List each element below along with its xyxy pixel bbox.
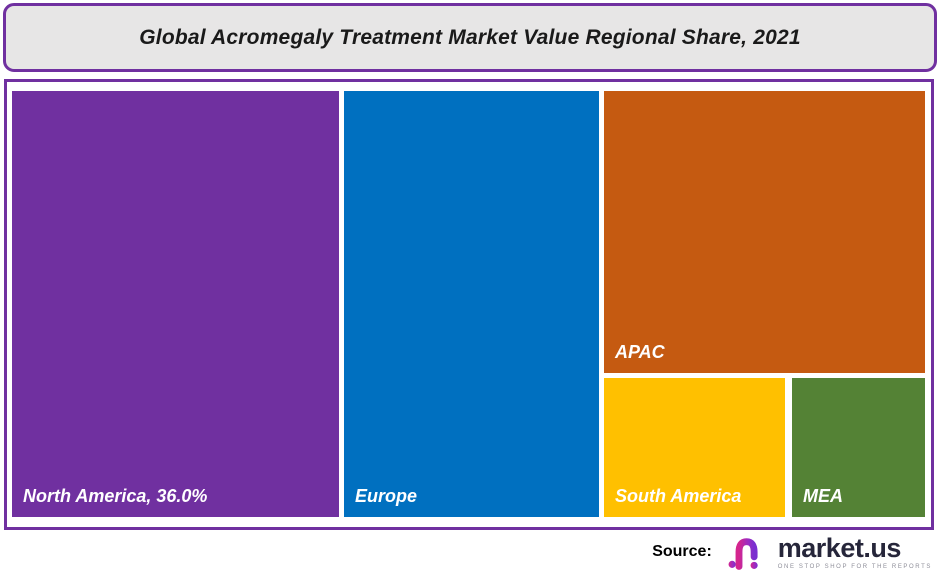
- source-footer: Source: market.us ONE STOP SHOP FOR THE …: [652, 533, 932, 570]
- treemap-tile-north-america: North America, 36.0%: [12, 91, 339, 517]
- market-us-logo-icon: [728, 536, 772, 570]
- market-us-wordmark: market.us: [777, 532, 902, 563]
- tile-label-europe: Europe: [355, 486, 418, 506]
- tile-label-apac: APAC: [615, 342, 665, 362]
- tile-label-north-america: North America, 36.0%: [23, 486, 208, 506]
- treemap-tile-mea: MEA: [792, 378, 925, 517]
- chart-title-box: Global Acromegaly Treatment Market Value…: [3, 3, 937, 72]
- treemap-tile-europe: Europe: [344, 91, 599, 517]
- tile-label-mea: MEA: [803, 486, 843, 506]
- treemap-tile-apac: APAC: [604, 91, 925, 373]
- tile-label-south-america: South America: [615, 486, 742, 506]
- chart-title: Global Acromegaly Treatment Market Value…: [139, 25, 801, 49]
- treemap-tile-south-america: South America: [604, 378, 785, 517]
- source-label: Source:: [652, 543, 712, 560]
- market-us-tagline: ONE STOP SHOP FOR THE REPORTS: [777, 563, 932, 570]
- market-us-logo-text: market.us ONE STOP SHOP FOR THE REPORTS: [777, 532, 932, 570]
- treemap-container: North America, 36.0% Europe APAC South A…: [4, 79, 934, 530]
